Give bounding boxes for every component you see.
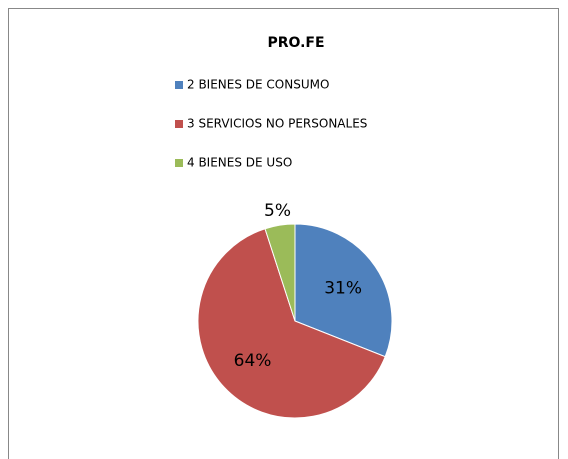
value-label: 5% [264,201,291,221]
chart-title: PRO.FE [267,35,324,51]
value-label: 31% [324,278,362,298]
legend-label: 3 SERVICIOS NO PERSONALES [187,117,367,131]
pie-slice [294,223,393,358]
value-label: 64% [234,351,272,371]
pie-slice [264,223,296,322]
legend: 2 BIENES DE CONSUMO 3 SERVICIOS NO PERSON… [175,78,367,170]
legend-swatch [175,81,183,89]
legend-swatch [175,159,183,167]
legend-label: 2 BIENES DE CONSUMO [187,78,329,92]
pie: 31% 64% 5% [197,201,393,419]
pie-slice [197,228,386,419]
legend-label: 4 BIENES DE USO [187,156,292,170]
legend-swatch [175,120,183,128]
